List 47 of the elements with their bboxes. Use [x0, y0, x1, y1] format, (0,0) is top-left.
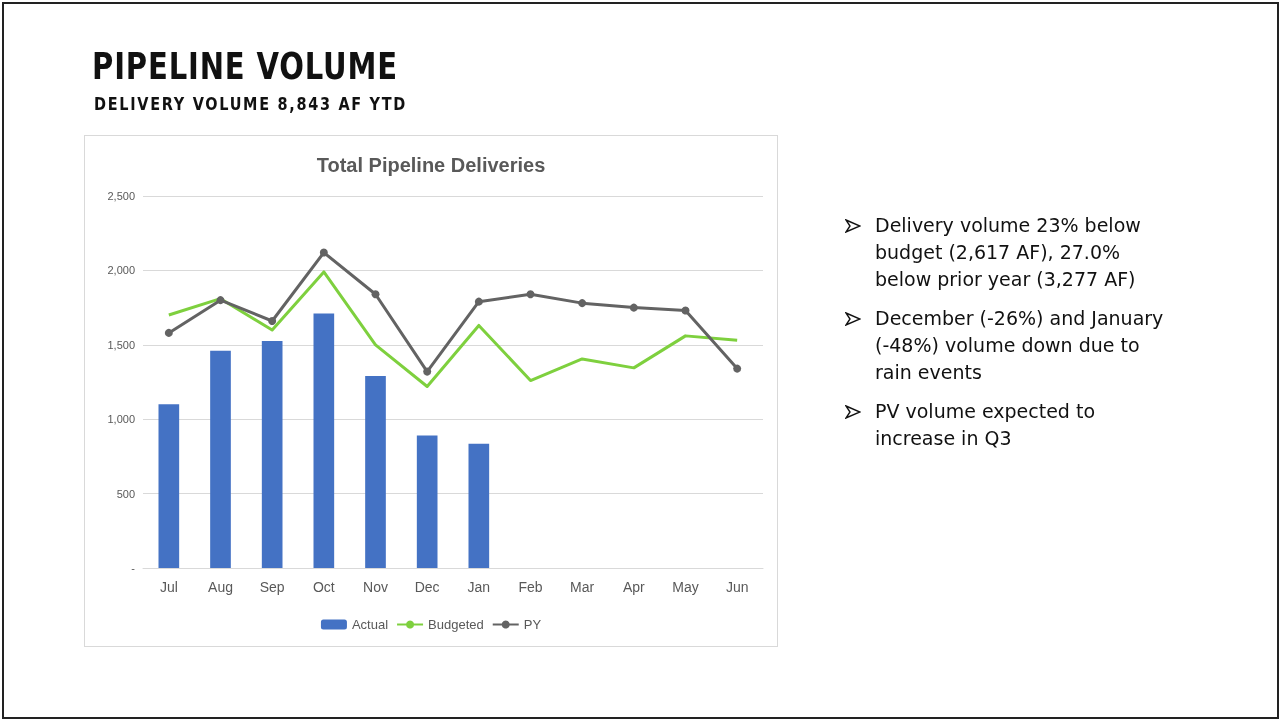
bar	[261, 341, 283, 568]
bar	[365, 376, 386, 568]
x-tick-label: Mar	[570, 579, 595, 595]
point	[526, 290, 535, 299]
point	[164, 328, 173, 337]
bar	[210, 350, 231, 568]
point	[216, 296, 225, 305]
bar	[416, 435, 438, 568]
x-tick-label: Jan	[467, 579, 491, 595]
bar	[313, 313, 335, 568]
x-tick-label: Aug	[208, 579, 233, 595]
y-tick-label: 2,500	[107, 190, 135, 202]
legend-label: Actual	[351, 617, 389, 632]
point	[681, 306, 690, 315]
point	[733, 364, 742, 373]
legend-label: PY	[523, 617, 542, 632]
point	[629, 303, 638, 312]
text: DELIVERY VOLUME 8,843 AF YTD	[94, 94, 407, 114]
x-tick-label: May	[672, 579, 699, 595]
y-tick-label: 500	[116, 487, 135, 500]
y-tick-label: 1,000	[107, 413, 135, 426]
y-tick-label: -	[131, 562, 136, 574]
x-tick-label: Sep	[259, 579, 285, 595]
legend-label: Budgeted	[428, 617, 484, 632]
x-tick-label: Jun	[725, 579, 749, 595]
point	[474, 297, 483, 306]
line-series	[167, 270, 739, 388]
text: PIPELINE VOLUME	[92, 44, 398, 88]
text: PV volume expected to increase in Q3	[875, 400, 1096, 449]
point	[423, 367, 432, 376]
point	[578, 299, 587, 308]
text: Delivery volume 23% below budget (2,617 AF), 27.0% below prior year (3,277 AF)	[875, 214, 1141, 290]
chart-title: Total Pipeline Deliveries	[316, 154, 546, 176]
y-tick-label: 1,500	[107, 338, 135, 351]
point	[268, 316, 277, 325]
x-tick-label: Nov	[363, 579, 388, 595]
bar	[468, 443, 490, 568]
y-tick-label: 2,000	[107, 264, 135, 277]
point	[319, 248, 328, 257]
x-tick-label: Dec	[414, 579, 440, 595]
bar	[158, 404, 180, 568]
x-tick-label: Apr	[622, 579, 646, 595]
point	[371, 290, 380, 299]
x-tick-label: Jul	[159, 579, 178, 595]
x-tick-label: Feb	[518, 579, 543, 595]
text: December (-26%) and January (-48%) volume down due to rain events	[875, 307, 1164, 383]
x-tick-label: Oct	[312, 579, 335, 595]
